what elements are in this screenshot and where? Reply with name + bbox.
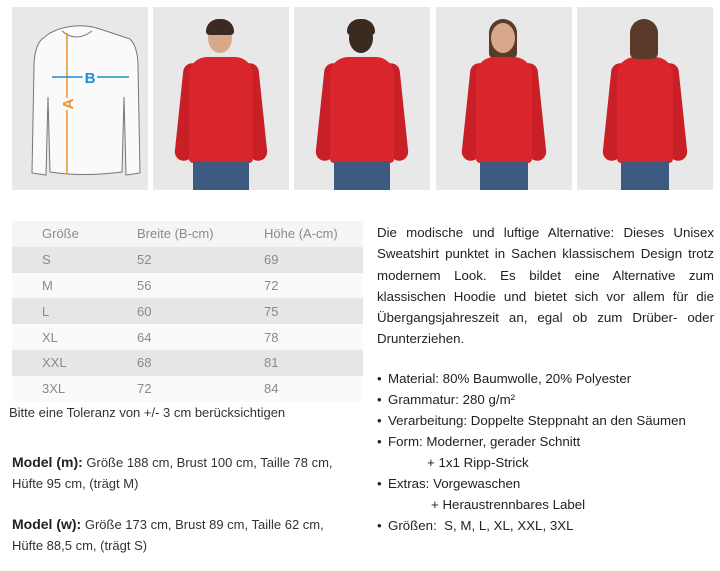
cell: S — [42, 252, 51, 268]
cell: 75 — [264, 303, 279, 319]
bullet-icon: • — [377, 434, 382, 449]
cell: XL — [42, 329, 58, 345]
model-m-line1: Größe 188 cm, Brust 100 cm, Taille 78 cm… — [82, 455, 333, 470]
photo-model-w-front — [436, 7, 572, 190]
cell: 56 — [137, 277, 152, 293]
model-w-line2: Hüfte 88,5 cm, (trägt S) — [12, 538, 148, 553]
table-row: M 56 72 — [12, 272, 363, 299]
cell: L — [42, 303, 50, 319]
model-m-line2: Hüfte 95 cm, (trägt M) — [12, 476, 139, 491]
cell: 78 — [264, 329, 279, 345]
feature-text: Material: 80% Baumwolle, 20% Polyester — [388, 371, 632, 386]
table-row: S 52 69 — [12, 246, 363, 273]
cell: M — [42, 277, 53, 293]
feature-subitem: + 1x1 Ripp-Strick — [427, 455, 529, 470]
cell: 52 — [137, 252, 152, 268]
cell: XXL — [42, 355, 67, 371]
feature-item: • Grammatur: 280 g/m² — [377, 392, 515, 407]
size-table: Größe Breite (B-cm) Höhe (A-cm) S 52 69 M 56 7… — [12, 221, 363, 402]
feature-text: Grammatur: 280 g/m² — [388, 392, 516, 407]
table-row: XL 64 78 — [12, 324, 363, 350]
cell: 72 — [137, 381, 152, 397]
model-w-label: Model (w): — [12, 516, 82, 532]
feature-text: Extras: Vorgewaschen — [388, 476, 521, 491]
bullet-icon: • — [377, 476, 382, 491]
table-row: XXL 68 81 — [12, 349, 363, 376]
table-row: L 60 75 — [12, 298, 363, 325]
feature-item: • Form: Moderner, gerader Schnitt — [377, 434, 580, 449]
model-m-info: Model (m): Größe 188 cm, Brust 100 cm, T… — [12, 452, 362, 494]
header-height: Höhe (A-cm) — [264, 226, 338, 242]
feature-text: + 1x1 Ripp-Strick — [427, 455, 529, 470]
feature-subitem: + Heraustrennbares Label — [431, 497, 585, 512]
model-w-info: Model (w): Größe 173 cm, Brust 89 cm, Ta… — [12, 514, 362, 556]
cell: 81 — [264, 355, 279, 371]
cell: 60 — [137, 303, 152, 319]
bullet-icon: • — [377, 392, 382, 407]
feature-text: Form: Moderner, gerader Schnitt — [388, 434, 581, 449]
cell: 84 — [264, 381, 279, 397]
label-a: A — [60, 98, 77, 109]
feature-item: • Verarbeitung: Doppelte Steppnaht an den… — [377, 413, 686, 428]
cell: 64 — [137, 329, 152, 345]
sweatshirt-outline-icon: B A — [31, 25, 141, 176]
bullet-icon: • — [377, 518, 382, 533]
cell: 72 — [264, 277, 279, 293]
model-m-label: Model (m): — [12, 454, 83, 470]
tolerance-note: Bitte eine Toleranz von +/- 3 cm berücks… — [9, 405, 286, 420]
feature-text: Größen: S, M, L, XL, XXL, 3XL — [388, 518, 574, 533]
feature-item: • Größen: S, M, L, XL, XXL, 3XL — [377, 518, 574, 533]
feature-item: • Material: 80% Baumwolle, 20% Polyester — [377, 371, 631, 386]
bullet-icon: • — [377, 371, 382, 386]
header-width: Breite (B-cm) — [137, 226, 214, 242]
header-size: Größe — [42, 226, 79, 242]
cell: 68 — [137, 355, 152, 371]
table-header: Größe Breite (B-cm) Höhe (A-cm) — [12, 221, 363, 247]
label-b: B — [85, 70, 96, 87]
size-diagram: B A — [12, 7, 148, 190]
photo-model-w-back — [577, 7, 713, 190]
photo-model-m-back — [294, 7, 430, 190]
product-description: Die modische und luftige Alternative: Di… — [377, 225, 714, 347]
cell: 3XL — [42, 381, 66, 397]
cell: 69 — [264, 252, 279, 268]
feature-text: Verarbeitung: Doppelte Steppnaht an den … — [388, 413, 686, 428]
table-row: 3XL 72 84 — [12, 375, 363, 402]
photo-model-m-front — [153, 7, 289, 190]
feature-text: + Heraustrennbares Label — [431, 497, 586, 512]
feature-item: • Extras: Vorgewaschen — [377, 476, 520, 491]
model-w-line1: Größe 173 cm, Brust 89 cm, Taille 62 cm, — [81, 517, 324, 532]
bullet-icon: • — [377, 413, 382, 428]
